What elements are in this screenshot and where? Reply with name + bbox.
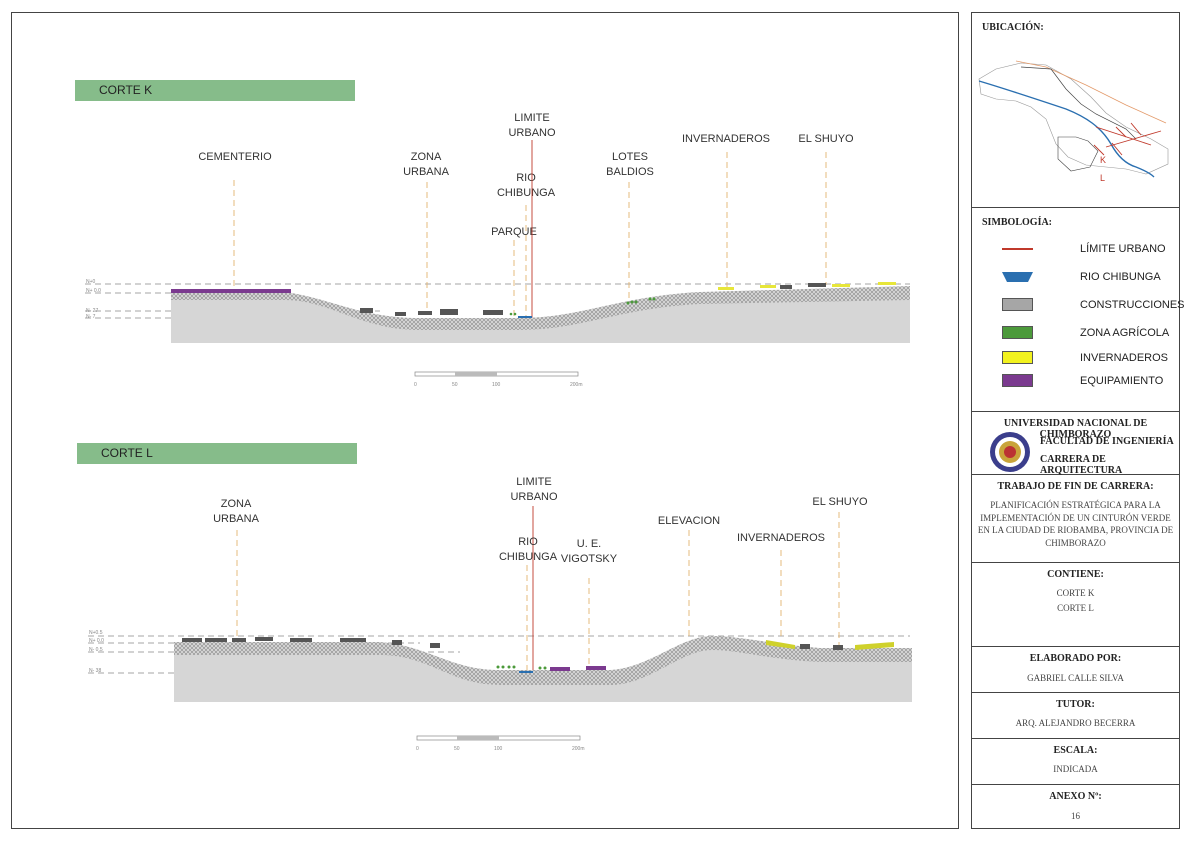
- label-el-shuyo-l: EL SHUYO: [812, 496, 868, 508]
- level-l-1: N+ 0.0: [89, 638, 104, 644]
- university-cell: UNIVERSIDAD NACIONAL DE CHIMBORAZO FACUL…: [972, 412, 1179, 476]
- thesis-text: PLANIFICACIÓN ESTRATÉGICA PARA LA IMPLEM…: [977, 500, 1174, 548]
- ubicacion-cell: UBICACIÓN: K L: [972, 13, 1179, 208]
- gravel-layer-k: [171, 286, 910, 330]
- section-title-k: CORTE K: [75, 80, 355, 101]
- swatch-equipamiento: [1002, 374, 1033, 387]
- drawing-frame: [11, 12, 959, 829]
- label-limite-urbano-l: LIMITE URBANO: [510, 476, 558, 503]
- level-k-0: N+0: [86, 279, 96, 285]
- section-drawing-k: N+0 N+ 0.0 N- 27 N- 7 0 50: [85, 140, 912, 752]
- label-limite-urbano-k: LIMITE URBANO: [508, 112, 556, 139]
- label-elevacion: ELEVACION: [657, 515, 721, 527]
- equipamiento-l: [550, 666, 606, 671]
- thesis-title: TRABAJO DE FIN DE CARRERA:: [997, 481, 1154, 492]
- elaborado-title: ELABORADO POR:: [1029, 653, 1122, 664]
- escala-cell: ESCALA: INDICADA: [972, 739, 1179, 785]
- ground-l: [174, 640, 912, 702]
- label-rio-chibunga-l: RIO CHIBUNGA: [498, 536, 558, 563]
- escala-title: ESCALA:: [1053, 745, 1098, 756]
- greenhouses-l: [766, 640, 894, 650]
- label-el-shuyo-k: EL SHUYO: [798, 133, 854, 145]
- buildings-k: [360, 283, 826, 316]
- label-zona-urbana-k: ZONA URBANA: [403, 151, 449, 178]
- career-name: CARRERA DE ARQUITECTURA: [1040, 454, 1123, 476]
- svg-text:200m: 200m: [570, 382, 583, 388]
- label-parque: PARQUE: [491, 226, 537, 238]
- contiene-list: CORTE K CORTE L: [1056, 588, 1095, 613]
- label-invernaderos-l: INVERNADEROS: [736, 532, 826, 544]
- title-block: UBICACIÓN: K L SIMBOLOGÍA: LÍMITE URBANO…: [971, 12, 1185, 830]
- ubicacion-title: UBICACIÓN:: [982, 22, 1044, 33]
- label-ue-vigotsky: U. E. VIGOTSKY: [560, 538, 618, 565]
- swatch-invernaderos: [1002, 351, 1033, 364]
- level-l-3: N- 38: [89, 668, 101, 674]
- simbologia-title: SIMBOLOGÍA:: [982, 217, 1053, 228]
- university-name: UNIVERSIDAD NACIONAL DE CHIMBORAZO: [1003, 418, 1148, 440]
- university-seal-icon: [990, 432, 1030, 472]
- location-map: K L: [978, 60, 1169, 183]
- leader-lines-k: [233, 152, 827, 316]
- map-label-k: K: [1100, 155, 1106, 165]
- tutor-title: TUTOR:: [1056, 699, 1095, 710]
- thesis-cell: TRABAJO DE FIN DE CARRERA: PLANIFICACIÓN…: [972, 475, 1179, 563]
- leader-lines-l: [236, 512, 840, 670]
- tutor-name: ARQ. ALEJANDRO BECERRA: [1015, 718, 1136, 728]
- level-k-3: N- 7: [86, 314, 96, 320]
- river-k: [518, 316, 532, 318]
- escala-value: INDICADA: [1053, 764, 1098, 774]
- river-l: [519, 671, 533, 673]
- scale-bar-k: 0 50 100 200m: [414, 371, 583, 388]
- contiene-title: CONTIENE:: [1047, 569, 1104, 580]
- map-label-l: L: [1100, 173, 1105, 183]
- swatch-zona-agricola: [1002, 326, 1033, 339]
- ground-k: [171, 292, 910, 343]
- label-rio-chibunga-k: RIO CHIBUNGA: [496, 172, 556, 199]
- svg-text:0: 0: [414, 382, 417, 388]
- tutor-cell: TUTOR: ARQ. ALEJANDRO BECERRA: [972, 693, 1179, 739]
- level-k-2: N- 27: [86, 308, 98, 314]
- anexo-title: ANEXO Nº:: [1049, 791, 1102, 802]
- swatch-construcciones: [1002, 298, 1033, 311]
- section-title-l: CORTE L: [77, 443, 357, 464]
- anexo-cell: ANEXO Nº: 16: [972, 785, 1179, 830]
- label-lotes-baldios: LOTES BALDIOS: [606, 151, 654, 178]
- gravel-layer-l: [174, 636, 912, 685]
- elaborado-cell: ELABORADO POR: GABRIEL CALLE SILVA: [972, 647, 1179, 693]
- svg-text:100: 100: [494, 746, 503, 752]
- svg-text:100: 100: [492, 382, 501, 388]
- agri-k: [509, 297, 656, 316]
- svg-text:0: 0: [416, 746, 419, 752]
- label-cementerio: CEMENTERIO: [198, 151, 272, 163]
- level-l-0: N+0.5: [89, 630, 103, 636]
- agri-l: [496, 665, 547, 670]
- label-zona-urbana-l: ZONA URBANA: [213, 498, 259, 525]
- greenhouses-k: [718, 282, 896, 290]
- simbologia-cell: SIMBOLOGÍA: LÍMITE URBANO RIO CHIBUNGA C…: [972, 208, 1185, 412]
- svg-text:50: 50: [454, 746, 460, 752]
- swatch-rio-chibunga: [1002, 272, 1033, 282]
- contiene-cell: CONTIENE: CORTE K CORTE L: [972, 563, 1179, 647]
- swatch-limite-urbano: [1002, 248, 1033, 250]
- level-l-2: N- 0.5: [89, 647, 103, 653]
- level-k-1: N+ 0.0: [86, 288, 101, 294]
- scale-bar-l: 0 50 100 200m: [416, 735, 585, 752]
- anexo-value: 16: [1071, 811, 1080, 821]
- equipamiento-k: [171, 289, 291, 293]
- label-invernaderos-k: INVERNADEROS: [681, 133, 771, 145]
- svg-text:50: 50: [452, 382, 458, 388]
- elaborado-name: GABRIEL CALLE SILVA: [1027, 673, 1124, 683]
- faculty-name: FACULTAD DE INGENIERÍA: [1040, 436, 1174, 447]
- buildings-l: [182, 637, 843, 650]
- svg-text:200m: 200m: [572, 746, 585, 752]
